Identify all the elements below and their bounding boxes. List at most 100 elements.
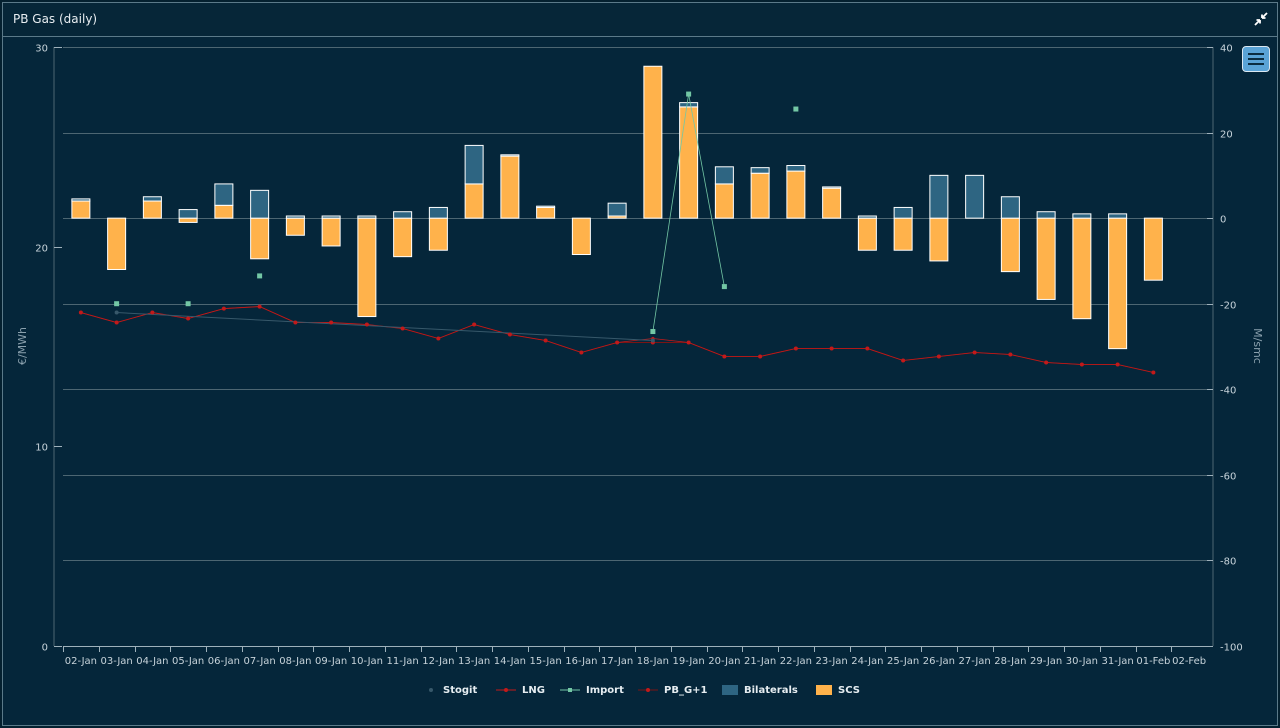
- grid-lines: [63, 47, 1207, 647]
- bar-scs: [1072, 217, 1092, 320]
- point-lng: [258, 304, 262, 309]
- line-import: [688, 93, 725, 287]
- y-right-tick-label: 40: [1220, 44, 1233, 55]
- bar-scs: [714, 183, 734, 219]
- bar-scs: [679, 106, 699, 219]
- bar-scs: [428, 217, 448, 251]
- point-import: [721, 284, 727, 290]
- bar-scs: [178, 217, 198, 223]
- x-tick-label: 28-Jan: [994, 656, 1026, 667]
- y-left-tick-label: 30: [35, 44, 48, 55]
- bar-scs: [464, 183, 484, 219]
- point-lng: [472, 322, 476, 327]
- collapse-icon[interactable]: [1253, 11, 1269, 27]
- x-tick-label: 12-Jan: [422, 656, 454, 667]
- x-tick-label: 08-Jan: [279, 656, 311, 667]
- bar-bilaterals: [714, 166, 734, 185]
- bar-bilaterals: [428, 206, 448, 219]
- x-tick-label: 24-Jan: [851, 656, 883, 667]
- point-lng: [615, 340, 619, 345]
- axes-layer: 0 10 20 30 -100 -80 -60 -40 -20 0 20 40 02-Jan 03-Jan…: [35, 44, 1242, 668]
- point-lng: [436, 336, 440, 341]
- legend-item-import[interactable]: Import: [560, 682, 624, 698]
- bar-bilaterals: [1000, 196, 1020, 219]
- bar-bilaterals: [214, 183, 234, 206]
- legend-label-bilaterals: Bilaterals: [744, 684, 798, 696]
- x-tick-label: 10-Jan: [351, 656, 383, 667]
- x-tick-label: 23-Jan: [815, 656, 847, 667]
- legend-label-scs: SCS: [838, 684, 860, 696]
- bar-bilaterals: [607, 202, 627, 217]
- point-import: [686, 91, 692, 97]
- point-lng: [329, 320, 333, 325]
- points-layer: [78, 91, 1156, 375]
- y-right-tick-label: -80: [1220, 557, 1236, 568]
- bar-scs: [285, 217, 305, 236]
- y-right-tick-label: -60: [1220, 472, 1236, 483]
- legend-marker-scs: [816, 685, 832, 695]
- legend-marker-pbg1: [638, 688, 658, 692]
- x-tick-label: 26-Jan: [923, 656, 955, 667]
- bar-scs: [536, 206, 556, 219]
- point-lng: [508, 332, 512, 337]
- y-right-tick-label: 0: [1220, 215, 1226, 226]
- point-lng: [758, 354, 762, 359]
- legend-marker-bilaterals: [722, 685, 738, 695]
- legend-item-pbg1[interactable]: PB_G+1: [638, 682, 708, 698]
- x-tick-label: 09-Jan: [315, 656, 347, 667]
- legend-item-lng[interactable]: LNG: [496, 682, 545, 698]
- point-import: [185, 301, 191, 307]
- point-lng: [1044, 360, 1048, 365]
- bar-bilaterals: [1072, 213, 1092, 219]
- x-tick-label: 19-Jan: [672, 656, 704, 667]
- line-lng: [80, 306, 1154, 373]
- bar-bilaterals: [142, 196, 162, 202]
- bar-scs: [142, 200, 162, 219]
- y-left-tick-label: 10: [35, 443, 48, 454]
- bar-scs: [822, 187, 842, 219]
- bar-bilaterals: [929, 174, 949, 219]
- point-lng: [1080, 362, 1084, 367]
- bar-bilaterals: [464, 144, 484, 185]
- legend-item-bilaterals[interactable]: Bilaterals: [722, 682, 798, 698]
- point-import: [650, 329, 656, 335]
- bar-bilaterals: [786, 165, 806, 172]
- x-tick-label: 05-Jan: [172, 656, 204, 667]
- point-import: [257, 273, 263, 279]
- bar-scs: [643, 65, 663, 219]
- x-tick-label: 06-Jan: [208, 656, 240, 667]
- point-lng: [687, 340, 691, 345]
- bar-scs: [786, 170, 806, 219]
- legend-item-stogit[interactable]: Stogit: [425, 682, 477, 698]
- y-left-axis-title: €/MWh: [16, 327, 29, 365]
- point-lng: [865, 346, 869, 351]
- menu-icon[interactable]: [1242, 46, 1270, 72]
- x-tick-label: 22-Jan: [780, 656, 812, 667]
- bar-bilaterals: [285, 215, 305, 219]
- bar-bilaterals: [822, 186, 842, 189]
- legend-label-lng: LNG: [522, 684, 545, 696]
- bar-bilaterals: [750, 167, 770, 174]
- bars-layer: [71, 65, 1163, 350]
- panel-title: PB Gas (daily): [13, 12, 98, 26]
- bar-bilaterals: [321, 215, 341, 219]
- legend-marker-import: [560, 688, 580, 692]
- x-tick-label: 11-Jan: [386, 656, 418, 667]
- point-lng: [937, 354, 941, 359]
- point-lng: [544, 338, 548, 343]
- x-tick-label: 02-Feb: [1172, 656, 1206, 667]
- line-pbg1: [80, 306, 1154, 373]
- point-lng: [150, 310, 154, 315]
- bar-scs: [357, 217, 377, 318]
- bar-bilaterals: [1036, 211, 1056, 219]
- bar-bilaterals: [357, 215, 377, 219]
- legend-item-scs[interactable]: SCS: [816, 682, 860, 698]
- bar-scs: [893, 217, 913, 251]
- x-tick-label: 15-Jan: [529, 656, 561, 667]
- lines-layer: [80, 93, 1154, 373]
- bar-bilaterals: [500, 154, 520, 157]
- bar-bilaterals: [393, 211, 413, 219]
- bar-bilaterals: [250, 189, 270, 219]
- bar-scs: [750, 172, 770, 219]
- y-left-tick-label: 20: [35, 244, 48, 255]
